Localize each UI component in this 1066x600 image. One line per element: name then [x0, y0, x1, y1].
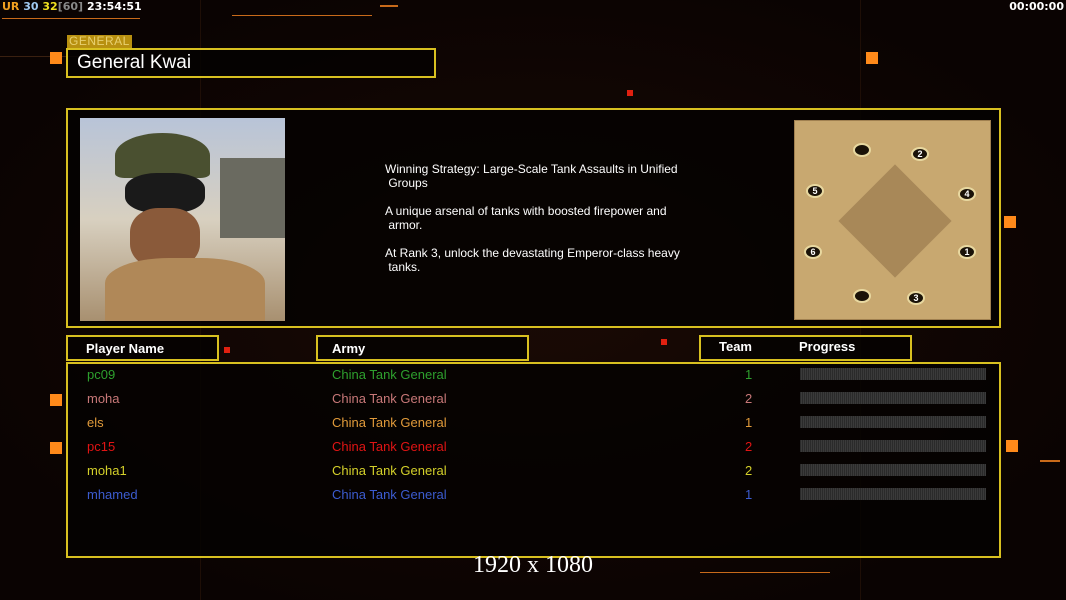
- player-name: pc09: [87, 367, 116, 382]
- player-army: China Tank General: [332, 367, 447, 382]
- player-row: pc09 China Tank General 1: [68, 364, 999, 388]
- decor-line: [232, 15, 372, 16]
- progress-bar: [800, 464, 986, 476]
- player-row: pc15 China Tank General 2: [68, 436, 999, 460]
- player-row: moha China Tank General 2: [68, 388, 999, 412]
- player-team: 2: [745, 391, 753, 406]
- player-name: mhamed: [87, 487, 138, 502]
- fps-cap: [60]: [57, 0, 84, 13]
- decor-square: [50, 394, 62, 406]
- progress-bar: [800, 488, 986, 500]
- player-list: pc09 China Tank General 1 moha China Tan…: [66, 362, 1001, 558]
- player-name: pc15: [87, 439, 116, 454]
- decor-line: [380, 5, 398, 7]
- general-portrait: [80, 118, 285, 321]
- start-position: [853, 289, 871, 303]
- general-name: General Kwai: [66, 48, 436, 78]
- general-info-panel: Winning Strategy: Large-Scale Tank Assau…: [66, 108, 1001, 328]
- header-progress: Progress: [799, 339, 856, 354]
- decor-line: [1040, 460, 1060, 462]
- decor-square: [1004, 216, 1016, 228]
- player-army: China Tank General: [332, 487, 447, 502]
- start-position: 5: [806, 184, 824, 198]
- progress-bar: [800, 440, 986, 452]
- ur-label: UR: [2, 0, 20, 13]
- start-position: 6: [804, 245, 822, 259]
- header-player-name: Player Name: [66, 335, 219, 361]
- player-team: 1: [745, 367, 753, 382]
- start-position: 3: [907, 291, 925, 305]
- start-position: [853, 143, 871, 157]
- player-team: 2: [745, 463, 753, 478]
- player-row: mhamed China Tank General 1: [68, 484, 999, 508]
- description-line: At Rank 3, unlock the devastating Empero…: [385, 246, 680, 274]
- player-name: moha1: [87, 463, 127, 478]
- player-name: moha: [87, 391, 120, 406]
- clock: 23:54:51: [86, 0, 142, 13]
- player-row: els China Tank General 1: [68, 412, 999, 436]
- description-line: Winning Strategy: Large-Scale Tank Assau…: [385, 162, 678, 190]
- start-position: 2: [911, 147, 929, 161]
- decor-line: [700, 572, 830, 573]
- fps-value: 30: [23, 0, 39, 13]
- progress-bar: [800, 416, 986, 428]
- start-position: 1: [958, 245, 976, 259]
- decor-square: [661, 339, 667, 345]
- player-army: China Tank General: [332, 391, 447, 406]
- player-team: 2: [745, 439, 753, 454]
- player-army: China Tank General: [332, 463, 447, 478]
- player-row: moha1 China Tank General 2: [68, 460, 999, 484]
- decor-square: [1006, 440, 1018, 452]
- header-team: Team: [719, 339, 752, 354]
- decor-square: [50, 52, 62, 64]
- decor-square: [627, 90, 633, 96]
- decor-line: [2, 18, 140, 19]
- decor-square: [224, 347, 230, 353]
- general-description: Winning Strategy: Large-Scale Tank Assau…: [385, 162, 705, 288]
- player-team: 1: [745, 415, 753, 430]
- fps-value: 32: [42, 0, 58, 13]
- header-army: Army: [316, 335, 529, 361]
- description-line: A unique arsenal of tanks with boosted f…: [385, 204, 667, 232]
- start-position: 4: [958, 187, 976, 201]
- player-army: China Tank General: [332, 439, 447, 454]
- game-timer: 00:00:00: [1009, 0, 1064, 13]
- resolution-label: 1920 x 1080: [473, 552, 593, 578]
- map-preview: 1 2 3 4 5 6: [794, 120, 991, 320]
- fps-counter: UR 30 32[60] 23:54:51: [2, 0, 142, 13]
- player-team: 1: [745, 487, 753, 502]
- decor-square: [866, 52, 878, 64]
- decor-square: [50, 442, 62, 454]
- player-name: els: [87, 415, 104, 430]
- progress-bar: [800, 368, 986, 380]
- player-army: China Tank General: [332, 415, 447, 430]
- progress-bar: [800, 392, 986, 404]
- header-team-progress: Team Progress: [699, 335, 912, 361]
- general-tag: GENERAL: [67, 34, 132, 48]
